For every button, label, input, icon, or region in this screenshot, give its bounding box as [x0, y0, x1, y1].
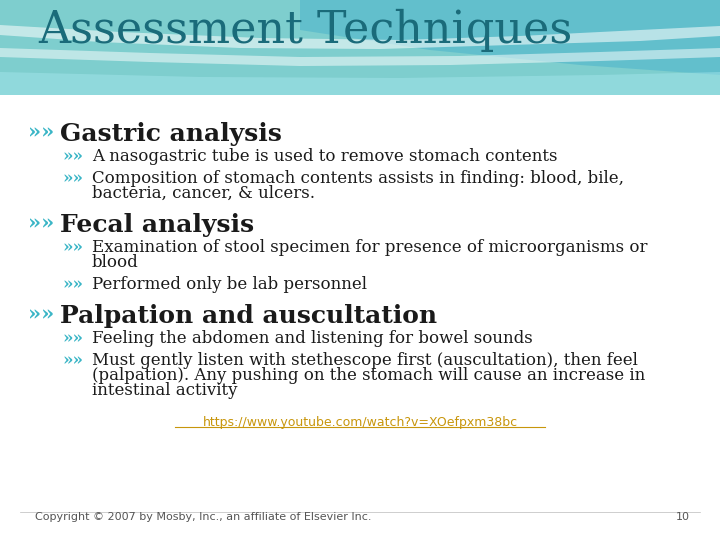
Text: Feeling the abdomen and listening for bowel sounds: Feeling the abdomen and listening for bo…	[92, 330, 533, 347]
Text: »»: »»	[62, 170, 83, 187]
Text: Fecal analysis: Fecal analysis	[60, 213, 254, 237]
Polygon shape	[0, 72, 720, 95]
Text: »»: »»	[28, 213, 54, 233]
Text: Palpation and auscultation: Palpation and auscultation	[60, 304, 437, 328]
Text: Copyright © 2007 by Mosby, Inc., an affiliate of Elsevier Inc.: Copyright © 2007 by Mosby, Inc., an affi…	[35, 512, 372, 522]
Text: Composition of stomach contents assists in finding: blood, bile,: Composition of stomach contents assists …	[92, 170, 624, 187]
Polygon shape	[0, 25, 720, 49]
Polygon shape	[300, 0, 720, 75]
Text: »»: »»	[62, 239, 83, 256]
Polygon shape	[0, 48, 720, 66]
Text: 10: 10	[676, 512, 690, 522]
Text: »»: »»	[28, 122, 54, 142]
Text: »»: »»	[62, 148, 83, 165]
Text: A nasogastric tube is used to remove stomach contents: A nasogastric tube is used to remove sto…	[92, 148, 557, 165]
Text: »»: »»	[62, 330, 83, 347]
Text: bacteria, cancer, & ulcers.: bacteria, cancer, & ulcers.	[92, 185, 315, 202]
Text: https://www.youtube.com/watch?v=XOefpxm38bc: https://www.youtube.com/watch?v=XOefpxm3…	[202, 416, 518, 429]
Text: »»: »»	[62, 276, 83, 293]
Text: Performed only be lab personnel: Performed only be lab personnel	[92, 276, 367, 293]
FancyBboxPatch shape	[0, 0, 720, 95]
Text: Gastric analysis: Gastric analysis	[60, 122, 282, 146]
Text: Examination of stool specimen for presence of microorganisms or: Examination of stool specimen for presen…	[92, 239, 647, 256]
Text: Assessment Techniques: Assessment Techniques	[38, 9, 572, 52]
Text: intestinal activity: intestinal activity	[92, 382, 238, 399]
Text: blood: blood	[92, 254, 139, 271]
Text: Must gently listen with stethescope first (auscultation), then feel: Must gently listen with stethescope firs…	[92, 352, 638, 369]
Text: (palpation). Any pushing on the stomach will cause an increase in: (palpation). Any pushing on the stomach …	[92, 367, 645, 384]
Text: »»: »»	[62, 352, 83, 369]
Text: »»: »»	[28, 304, 54, 324]
